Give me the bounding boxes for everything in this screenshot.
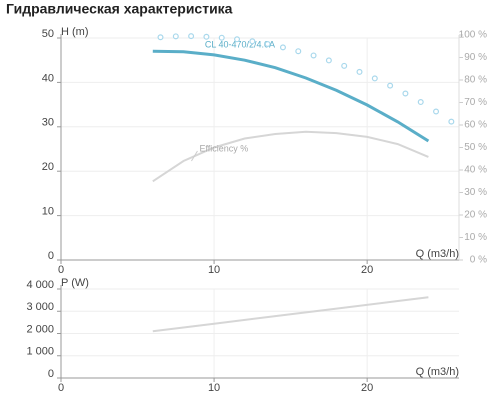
x-axis-label: Q (m3/h) <box>416 248 459 260</box>
data-point <box>341 62 348 69</box>
data-point <box>234 36 241 43</box>
y-tick-label: 1 000 <box>26 346 54 358</box>
y2-tick-label: 60 % <box>464 120 487 131</box>
series-label: CL 40-470/2/4.0A <box>205 40 275 50</box>
y-tick-label: 3 000 <box>26 301 54 313</box>
y-tick-label: 2 000 <box>26 323 54 335</box>
y2-tick-label: 100 % <box>459 30 487 41</box>
data-point <box>157 34 164 41</box>
y-tick-label: 10 <box>42 206 54 218</box>
series-line <box>152 130 429 183</box>
y-tick-label: 30 <box>42 117 54 129</box>
x-tick-label: 20 <box>361 264 373 276</box>
y-axis-label: P (W) <box>61 277 89 289</box>
y2-tick-label: 30 % <box>464 187 487 198</box>
series-line <box>152 296 429 333</box>
y-tick-label: 20 <box>42 161 54 173</box>
series-label: Efficiency % <box>199 143 248 153</box>
data-point <box>188 33 195 40</box>
x-tick-label: 0 <box>58 382 64 394</box>
y-axis-label: H (m) <box>61 26 89 38</box>
y2-tick-label: 70 % <box>464 97 487 108</box>
y-tick-label: 0 <box>48 368 54 380</box>
data-point <box>417 99 424 106</box>
x-tick-label: 0 <box>58 264 64 276</box>
data-point <box>448 118 455 125</box>
y-tick-label: 40 <box>42 72 54 84</box>
data-point <box>387 82 394 89</box>
series-line <box>152 49 430 143</box>
data-point <box>402 90 409 97</box>
data-point <box>249 38 256 45</box>
y2-tick-label: 40 % <box>464 165 487 176</box>
data-point <box>310 52 317 59</box>
data-point <box>172 33 179 40</box>
x-axis-label: Q (m3/h) <box>416 366 459 378</box>
page-title: Гидравлическая характеристика <box>6 1 233 17</box>
data-point <box>203 33 210 40</box>
data-point <box>433 108 440 115</box>
data-point <box>279 44 286 51</box>
data-point <box>356 68 363 75</box>
y2-tick-label: 10 % <box>464 232 487 243</box>
data-point <box>325 57 332 64</box>
x-tick-label: 20 <box>361 382 373 394</box>
y2-tick-label: 50 % <box>464 142 487 153</box>
data-point <box>371 75 378 82</box>
data-point <box>295 48 302 55</box>
data-point <box>264 40 271 47</box>
x-tick-label: 10 <box>208 264 220 276</box>
y2-tick-label: 20 % <box>464 210 487 221</box>
y-tick-label: 4 000 <box>26 279 54 291</box>
y2-tick-label: 90 % <box>464 52 487 63</box>
data-point <box>218 34 225 41</box>
y-tick-label: 50 <box>42 28 54 40</box>
y2-tick-label: 0 % <box>470 255 487 266</box>
x-tick-label: 10 <box>208 382 220 394</box>
y-tick-label: 0 <box>48 250 54 262</box>
y2-tick-label: 80 % <box>464 75 487 86</box>
label-leader <box>191 150 198 162</box>
